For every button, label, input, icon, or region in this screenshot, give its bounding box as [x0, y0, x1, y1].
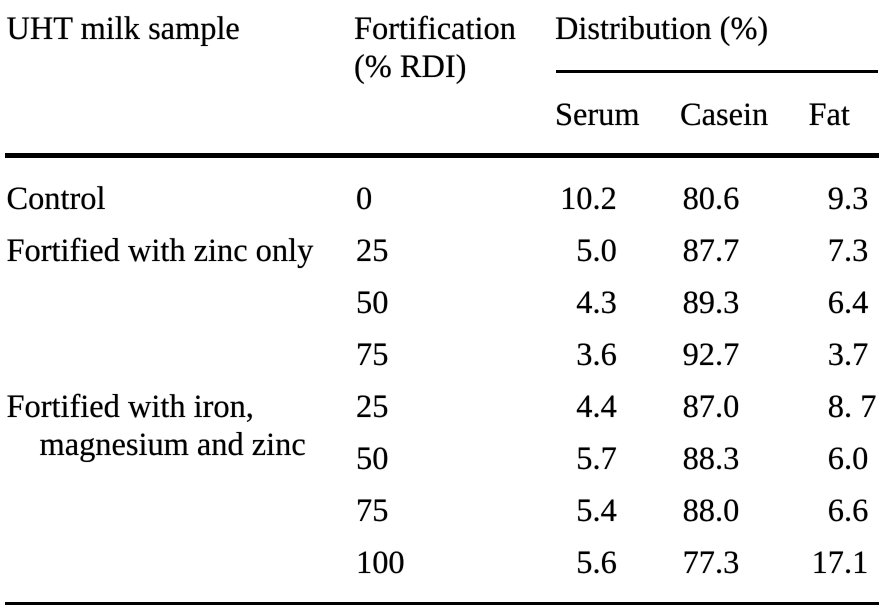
casein-cell: 88.3 [682, 441, 740, 477]
serum-cell: 5.7 [576, 441, 617, 477]
distribution-spanner-rule [556, 69, 878, 73]
casein-cell: 77.3 [682, 545, 740, 581]
serum-cell: 5.0 [576, 233, 617, 269]
column-header-distribution: Distribution (%) [555, 11, 769, 47]
fat-cell: 9.3 [827, 181, 869, 217]
casein-cell: 80.6 [682, 181, 740, 217]
serum-cell: 4.3 [576, 285, 617, 321]
fat-cell: 7.3 [827, 233, 869, 269]
fortification-cell: 50 [356, 441, 389, 477]
fat-cell: 6.0 [827, 441, 869, 477]
column-header-casein: Casein [680, 96, 769, 133]
fortification-cell: 25 [356, 233, 389, 269]
serum-cell: 3.6 [576, 337, 617, 373]
sample-cell: Control [6, 181, 106, 217]
sample-cell: Fortified with iron, magnesium and zinc [6, 389, 306, 463]
table-bottom-rule [4, 601, 879, 606]
casein-cell: 87.0 [682, 389, 740, 425]
header-separator-rule [4, 153, 879, 158]
serum-cell: 4.4 [576, 389, 617, 425]
fat-cell: 3.7 [827, 337, 869, 373]
casein-cell: 88.0 [682, 493, 740, 529]
fat-cell: 17.1 [811, 545, 869, 581]
fat-cell: 8. 7 [827, 389, 877, 425]
casein-cell: 87.7 [682, 233, 740, 269]
fortification-cell: 25 [356, 389, 389, 425]
sample-cell: Fortified with zinc only [6, 233, 314, 269]
serum-cell: 5.4 [576, 493, 617, 529]
casein-cell: 89.3 [682, 285, 740, 321]
fortification-cell: 75 [356, 337, 389, 373]
fortification-cell: 0 [356, 181, 373, 217]
fortification-cell: 75 [356, 493, 389, 529]
serum-cell: 10.2 [560, 181, 617, 217]
column-header-fat: Fat [808, 96, 850, 133]
column-header-sample: UHT milk sample [6, 11, 240, 47]
fat-cell: 6.4 [827, 285, 869, 321]
fortification-cell: 50 [356, 285, 389, 321]
casein-cell: 92.7 [682, 337, 740, 373]
serum-cell: 5.6 [576, 545, 617, 581]
fat-cell: 6.6 [827, 493, 869, 529]
column-header-fortification: Fortification (% RDI) [354, 11, 516, 85]
column-header-serum: Serum [555, 96, 640, 133]
fortification-cell: 100 [356, 545, 405, 581]
